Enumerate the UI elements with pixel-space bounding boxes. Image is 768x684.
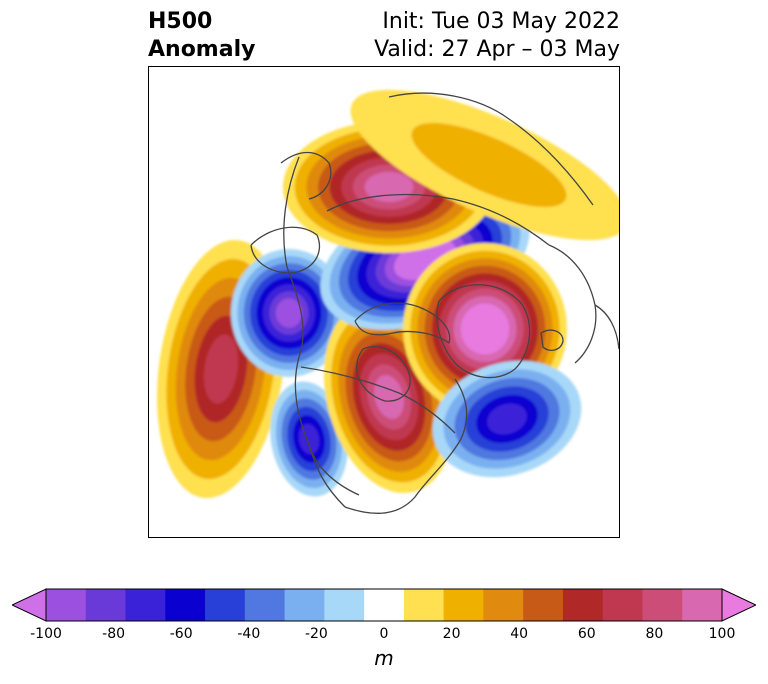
colorbar-tick-label: 100: [708, 626, 736, 642]
colorbar-bin: [523, 589, 564, 621]
colorbar-extend-low: [12, 588, 47, 622]
coastline-siberia-coast: [326, 193, 550, 246]
coastline-iceland: [540, 329, 564, 352]
anomaly-trough-california: [270, 381, 348, 497]
colorbar-outline: [45, 588, 723, 622]
valid-range: Valid: 27 Apr – 03 May: [374, 37, 620, 62]
colorbar-tick-label: -80: [102, 626, 126, 642]
colorbar-bin: [324, 589, 365, 621]
contour-level: [275, 298, 303, 328]
colorbar-bin: [483, 589, 524, 621]
colorbar-tick-label: 20: [442, 626, 461, 642]
coastline-scandinavia: [548, 244, 597, 364]
contour-level: [203, 334, 239, 404]
coastline-alaska: [250, 226, 321, 274]
anomaly-trough-north-atlantic: [432, 360, 582, 478]
colorbar-bin: [85, 589, 127, 621]
colorbar-tick-label: -100: [30, 626, 62, 642]
anomaly-map: [148, 66, 620, 538]
colorbar-bin: [642, 589, 683, 621]
colorbar-tick-label: 60: [577, 626, 596, 642]
coastline-north-america-east-coast: [344, 378, 468, 514]
contour-level: [467, 311, 503, 347]
anomaly-contours: [156, 89, 619, 499]
coastline-europe-coast: [594, 304, 619, 350]
colorbar-tick-label: 0: [379, 626, 389, 642]
coastlines: [250, 92, 619, 514]
colorbar-tick-label: -60: [169, 626, 193, 642]
contour-level: [487, 403, 527, 435]
colorbar-extend-high: [721, 588, 756, 622]
colorbar-bin: [46, 589, 87, 621]
colorbar-tick-label: -40: [237, 626, 261, 642]
field-name: H500: [148, 9, 213, 34]
colorbar-unit-label: m: [374, 646, 394, 670]
colorbar-bin: [284, 589, 325, 621]
coastline-hudson-bay: [356, 346, 411, 402]
field-subtitle: Anomaly: [148, 37, 256, 62]
colorbar-bin: [443, 589, 484, 621]
colorbar-tick-label: 80: [645, 626, 664, 642]
coastline-us-canada-border: [300, 366, 456, 434]
map-title: H500 Anomaly: [148, 8, 255, 64]
coastline-mexico-coast: [308, 444, 360, 496]
coastline-eurasia-north: [388, 92, 594, 206]
colorbar-tick-label: 40: [510, 626, 529, 642]
coastline-kamchatka: [280, 151, 332, 200]
coastline-arctic-archipelago: [354, 302, 451, 344]
colorbar-bin: [562, 589, 604, 621]
colorbar-bin: [205, 589, 246, 621]
colorbar-bin: [602, 589, 643, 621]
coastline-greenland: [436, 284, 531, 379]
colorbar-bin: [364, 589, 405, 621]
anomaly-map-svg: [156, 89, 619, 514]
colorbar-bin: [244, 589, 286, 621]
colorbar-tick-label: -20: [304, 626, 328, 642]
anomaly-ridge-eurasia: [350, 89, 619, 241]
date-info: Init: Tue 03 May 2022 Valid: 27 Apr – 03…: [374, 8, 620, 64]
contour-level: [411, 122, 567, 208]
colorbar: [12, 588, 756, 622]
anomaly-trough-western-canada: [231, 249, 347, 377]
colorbar-bin: [682, 589, 723, 621]
colorbar-bin: [125, 589, 166, 621]
colorbar-bin: [403, 589, 445, 621]
init-time: Init: Tue 03 May 2022: [382, 9, 620, 34]
contour-level: [364, 171, 414, 203]
coastline-north-america-west-coast: [283, 156, 346, 508]
colorbar-bin: [165, 589, 206, 621]
